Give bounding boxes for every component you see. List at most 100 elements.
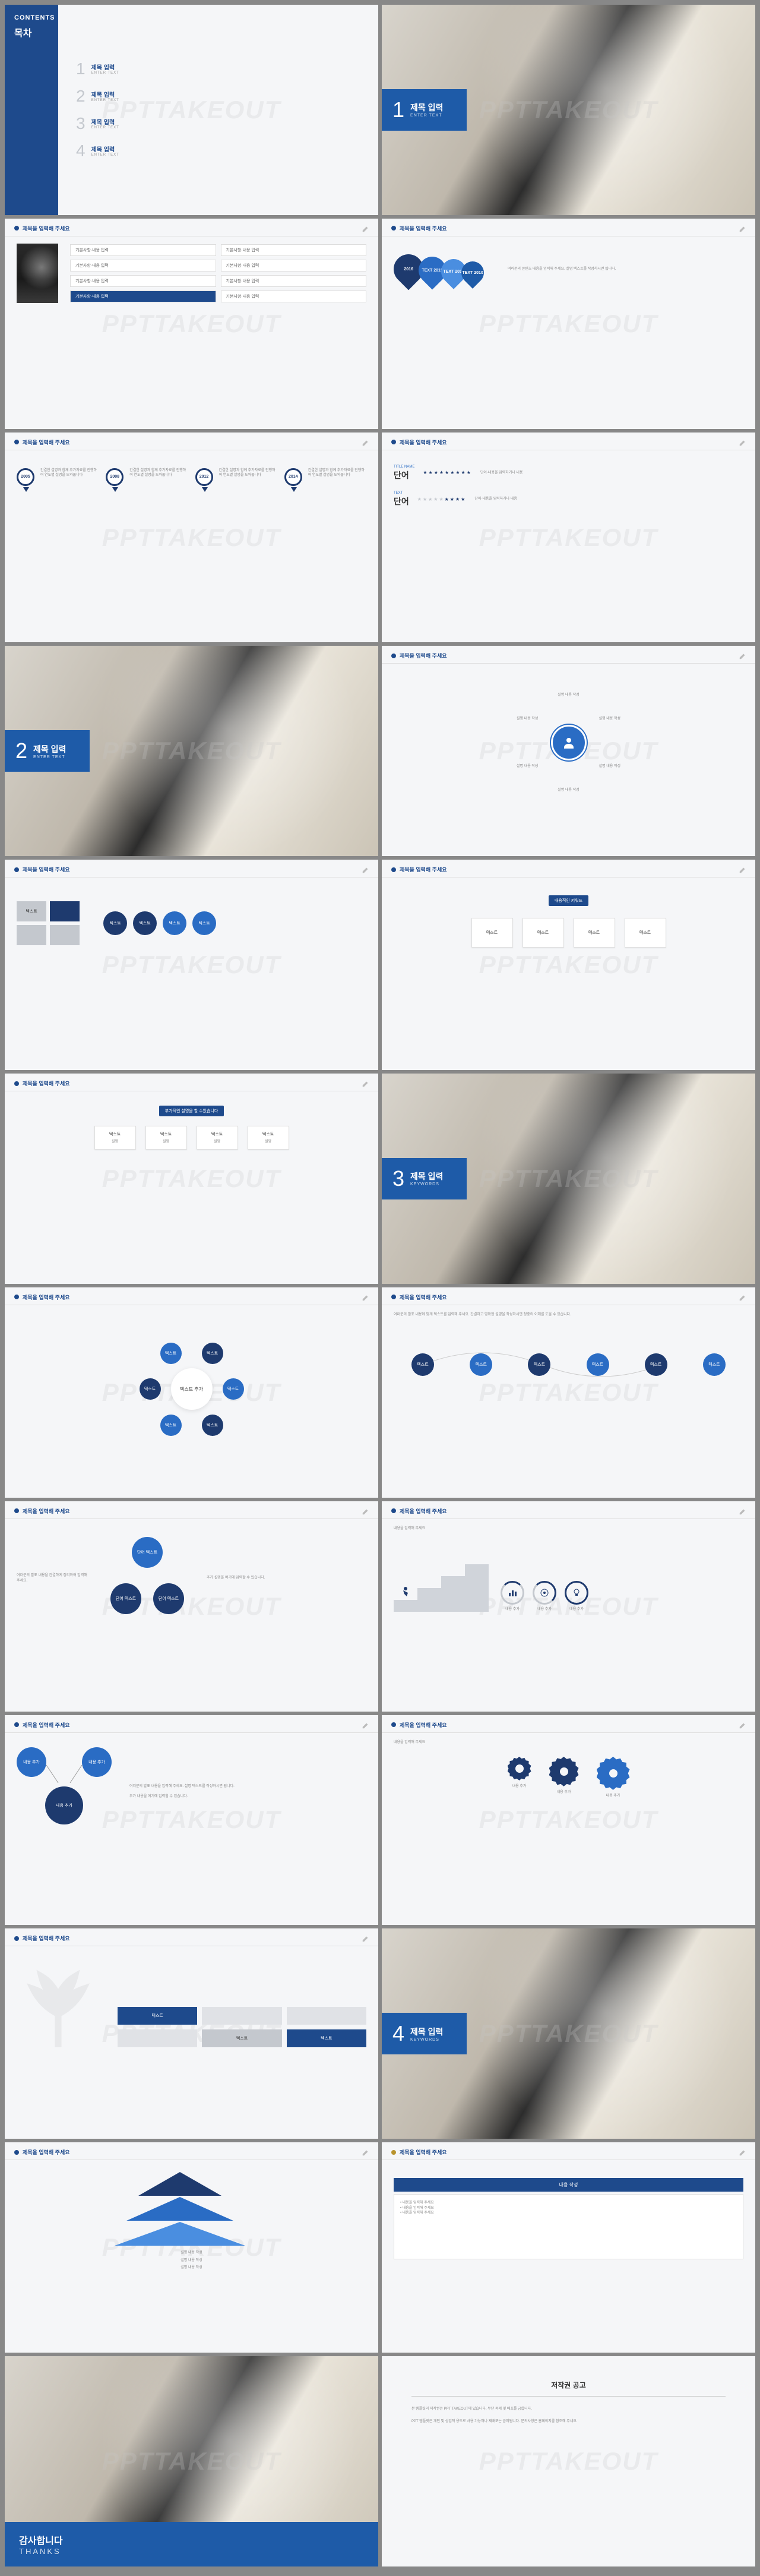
slide-header: 제목을 입력해 주세요 — [23, 438, 70, 446]
slide-header: 제목을 입력해 주세요 — [400, 866, 447, 873]
circle-node: 텍스트 — [103, 911, 127, 935]
pencil-icon — [362, 1507, 370, 1516]
plant-icon — [17, 1964, 100, 2047]
slide-4: PPTTAKEOUT 제목을 입력해 주세요 2016TEXT 2015TEXT… — [382, 219, 755, 429]
pencil-icon — [362, 1721, 370, 1729]
flow-node: 텍스트 — [528, 1353, 550, 1376]
slide-3: PPTTAKEOUT 제목을 입력해 주세요 기본사항·내용 입력기본사항·내용… — [5, 219, 378, 429]
thanks-title: 감사합니다 — [19, 2533, 364, 2547]
copyright-title: 저작권 공고 — [411, 2380, 726, 2397]
slide-22: PPTTAKEOUT 제목을 입력해 주세요 내용 작성 • 내용을 입력해 주… — [382, 2142, 755, 2353]
level-label: 설명 내용 작성 — [126, 2265, 257, 2270]
table-row: 기본사항·내용 입력 — [70, 244, 216, 256]
center-circle: 텍스트 추가 — [171, 1368, 213, 1410]
pencil-icon — [362, 225, 370, 233]
slide-5: PPTTAKEOUT 제목을 입력해 주세요 2005간결한 설명과 함께 추가… — [5, 433, 378, 643]
slide-11: PPTTAKEOUT 제목을 입력해 주세요 부가적인 설명을 할 수있습니다 … — [5, 1074, 378, 1284]
text-box: 텍스트 — [574, 918, 615, 948]
flow-node: 텍스트 — [411, 1353, 434, 1376]
pencil-icon — [739, 1293, 747, 1302]
label: 내용 추가 — [569, 1607, 584, 1612]
slide-10: PPTTAKEOUT 제목을 입력해 주세요 내용적인 키워드 텍스트텍스트텍스… — [382, 860, 755, 1070]
text-box: 텍스트설명 — [94, 1126, 136, 1150]
slide-header: 제목을 입력해 주세요 — [400, 2148, 447, 2156]
section-title: 제목 입력 — [410, 1170, 443, 1182]
node: 단어 텍스트 — [132, 1537, 163, 1568]
title-label: TITLE NAME — [394, 465, 414, 469]
slide-header: 제목을 입력해 주세요 — [23, 1507, 70, 1515]
toc-item: 1제목 입력ENTER TEXT — [76, 59, 360, 78]
section-number: 4 — [392, 2021, 404, 2046]
description: 여러분의 발표 내용을 간결하게 정리하여 입력해 주세요. — [17, 1573, 88, 1583]
radial-label: 설명 내용 작성 — [599, 716, 620, 721]
slide-14: PPTTAKEOUT 제목을 입력해 주세요 여러분의 발표 내용에 맞게 텍스… — [382, 1287, 755, 1498]
orbit-node: 텍스트 — [202, 1343, 223, 1364]
box: 텍스트 — [287, 2029, 366, 2047]
flow-node: 텍스트 — [470, 1353, 492, 1376]
orbit-node: 텍스트 — [140, 1378, 161, 1400]
target-icon — [540, 1588, 549, 1598]
chart-icon — [508, 1588, 517, 1598]
title-button[interactable]: 부가적인 설명을 할 수있습니다 — [159, 1106, 224, 1116]
gear-icon — [597, 1757, 630, 1790]
slide-16: PPTTAKEOUT 제목을 입력해 주세요 내용을 입력해 주세요 내용 추가… — [382, 1501, 755, 1712]
slide-header: 제목을 입력해 주세요 — [400, 652, 447, 659]
slide-header: 제목을 입력해 주세요 — [23, 2148, 70, 2156]
slide-copyright: PPTTAKEOUT 저작권 공고 본 템플릿의 저작권은 PPT TAKEOU… — [382, 2356, 755, 2566]
slide-header: 제목을 입력해 주세요 — [400, 1507, 447, 1515]
section-title: 제목 입력 — [410, 2026, 443, 2038]
label: 내용 추가 — [505, 1607, 520, 1612]
gear-icon — [549, 1757, 579, 1786]
node: 단어 텍스트 — [153, 1583, 184, 1614]
slide-header: 제목을 입력해 주세요 — [23, 1293, 70, 1301]
text-box: 텍스트설명 — [197, 1126, 238, 1150]
pencil-icon — [739, 438, 747, 447]
box: 텍스트 — [118, 2007, 197, 2025]
arrows — [17, 1747, 195, 1836]
slide-section-2: PPTTAKEOUT 2 제목 입력ENTER TEXT — [5, 646, 378, 856]
slide-header: 제목을 입력해 주세요 — [23, 225, 70, 232]
slide-grid: PPTTAKEOUT CONTENTS 목차 1제목 입력ENTER TEXT2… — [5, 5, 755, 2566]
center-node — [551, 725, 587, 760]
pencil-icon — [739, 2148, 747, 2157]
orbit-node: 텍스트 — [223, 1378, 244, 1400]
contents-title: CONTENTS — [14, 14, 49, 21]
note: 단어·내용을 입력하거나 내용 — [480, 471, 523, 475]
table-row: 기본사항·내용 입력 — [70, 275, 216, 287]
word-label: 단어 — [394, 469, 414, 481]
slide-19: PPTTAKEOUT 제목을 입력해 주세요 텍스트 텍스트 텍스트 — [5, 1928, 378, 2139]
badge-item: 2008간결한 설명과 함께 추가자료를 진행하여 연도별 설명을 도와줍니다 — [106, 468, 188, 492]
level-label: 설명 내용 작성 — [126, 2258, 257, 2263]
section-sub: KEYWORDS — [410, 2038, 443, 2042]
orbit-node: 텍스트 — [202, 1415, 223, 1436]
section-number: 3 — [392, 1166, 404, 1191]
box: 텍스트 — [202, 2029, 281, 2047]
section-number: 1 — [392, 97, 404, 122]
description: 내용을 입력해 주세요 — [394, 1740, 743, 1745]
bulb-icon — [572, 1588, 581, 1598]
slide-13: PPTTAKEOUT 제목을 입력해 주세요 텍스트 추가 텍스트텍스트텍스트텍… — [5, 1287, 378, 1498]
keyword-button[interactable]: 내용적인 키워드 — [549, 895, 588, 906]
text-box: 텍스트 — [471, 918, 513, 948]
text-box: 텍스트 — [625, 918, 666, 948]
description: 여러분의 콘텐츠 내용을 입력해 주세요. 설명 텍스트를 작성하시면 됩니다. — [496, 267, 743, 272]
flow-node: 텍스트 — [703, 1353, 726, 1376]
running-icon — [400, 1586, 411, 1598]
section-title: 제목 입력 — [33, 743, 66, 755]
radial-label: 설명 내용 작성 — [558, 693, 579, 697]
text-box: 텍스트설명 — [248, 1126, 289, 1150]
description: 내용을 입력해 주세요 — [394, 1526, 743, 1531]
pencil-icon — [739, 866, 747, 874]
toc-item: 2제목 입력ENTER TEXT — [76, 87, 360, 106]
content-title: 내용 작성 — [394, 2178, 743, 2192]
text-box: 텍스트 — [522, 918, 564, 948]
section-number: 2 — [15, 738, 27, 763]
radial-label: 설명 내용 작성 — [599, 764, 620, 769]
slide-header: 제목을 입력해 주세요 — [400, 225, 447, 232]
section-band: 3 제목 입력KEYWORDS — [382, 1158, 467, 1199]
slide-section-3: PPTTAKEOUT 3 제목 입력KEYWORDS — [382, 1074, 755, 1284]
section-sub: ENTER TEXT — [410, 113, 443, 118]
slide-header: 제목을 입력해 주세요 — [23, 1934, 70, 1942]
word-label: 단어 — [394, 495, 409, 507]
slide-section-4: PPTTAKEOUT 4 제목 입력KEYWORDS — [382, 1928, 755, 2139]
